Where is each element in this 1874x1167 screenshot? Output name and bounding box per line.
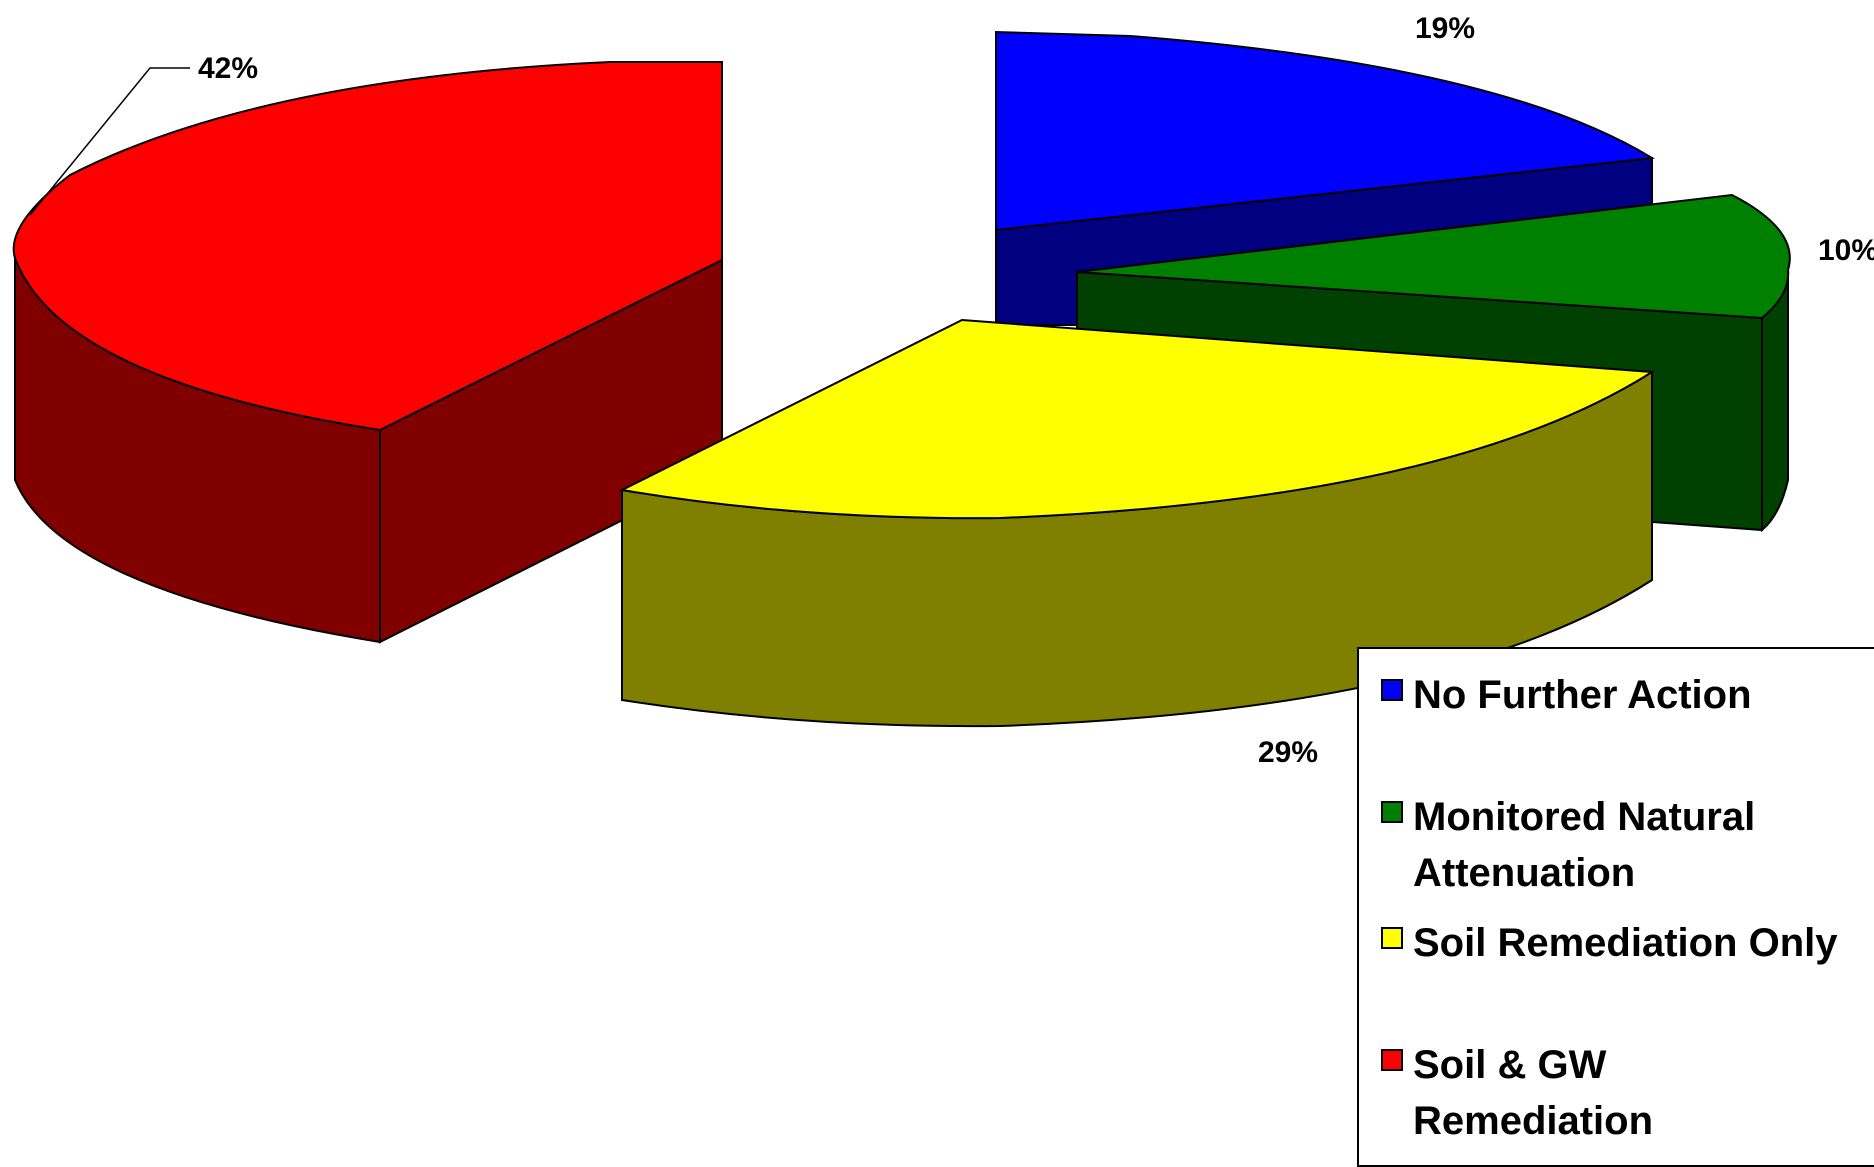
pct-label-mna: 10% bbox=[1818, 234, 1874, 267]
legend-item-soil-gw-remediation: Soil & GW Remediation bbox=[1381, 1037, 1713, 1149]
slice-soil-remediation-only-top bbox=[618, 318, 1656, 520]
leader-line-42 bbox=[29, 67, 190, 216]
legend-label-soil-gw-remediation: Soil & GW Remediation bbox=[1413, 1043, 1654, 1143]
slice-mna-top bbox=[1076, 193, 1791, 320]
legend-item-soil-remediation-only: Soil Remediation Only bbox=[1381, 915, 1838, 971]
legend-swatch-red bbox=[1381, 1049, 1403, 1071]
legend-swatch-green bbox=[1381, 801, 1403, 823]
slice-soil-remediation-only bbox=[618, 318, 1656, 728]
legend-swatch-yellow bbox=[1381, 927, 1403, 949]
legend-item-no-further-action: No Further Action bbox=[1381, 667, 1833, 723]
pct-label-soil-gw: 42% bbox=[198, 52, 258, 85]
slice-soil-gw-remediation bbox=[12, 61, 723, 644]
chart-legend: No Further Action Monitored Natural Atte… bbox=[1357, 647, 1874, 1167]
legend-item-monitored-natural-attenuation: Monitored Natural Attenuation bbox=[1381, 789, 1833, 901]
slice-no-further-action-top bbox=[995, 30, 1656, 232]
legend-label-no-further-action: No Further Action bbox=[1413, 673, 1752, 717]
legend-label-soil-remediation-only: Soil Remediation Only bbox=[1413, 921, 1838, 965]
legend-label-monitored-natural-attenuation: Monitored Natural Attenuation bbox=[1413, 795, 1756, 895]
pct-label-no-further-action: 19% bbox=[1415, 12, 1475, 45]
pct-label-soil-remediation-only: 29% bbox=[1258, 736, 1318, 769]
legend-swatch-blue bbox=[1381, 679, 1403, 701]
slice-soil-gw-remediation-top bbox=[12, 61, 723, 432]
